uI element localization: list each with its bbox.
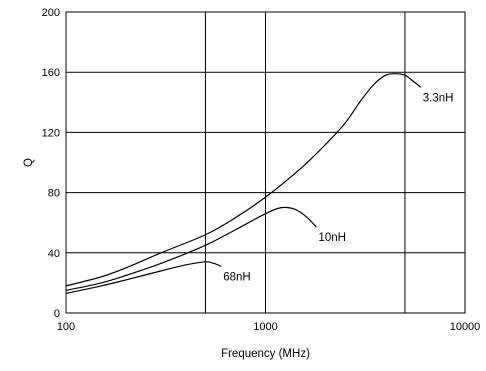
plot-frame — [65, 11, 466, 314]
series-line-3.3nH — [65, 73, 422, 287]
y-tick-label: 200 — [42, 7, 60, 19]
x-tick-label: 1000 — [253, 321, 277, 333]
label-layer: 3.3nH 10nH 68nH — [223, 92, 453, 283]
series-label-68nH: 68nH — [223, 271, 251, 283]
y-tick-label: 160 — [42, 67, 60, 79]
series-label-10nH: 10nH — [318, 232, 346, 244]
x-tick-label: 10000 — [450, 321, 481, 333]
grid-layer — [66, 12, 465, 313]
y-tick-label: 40 — [48, 248, 60, 260]
y-tick-label: 0 — [54, 308, 60, 320]
series-label-3.3nH: 3.3nH — [423, 92, 454, 104]
y-axis-title: Q — [23, 158, 35, 167]
series-line-10nH — [65, 206, 317, 292]
x-tick-label: 100 — [57, 321, 75, 333]
x-axis-title: Frequency (MHz) — [221, 348, 310, 360]
series-layer — [65, 73, 422, 295]
series-line-68nH — [65, 261, 222, 295]
y-tick-label: 120 — [42, 127, 60, 139]
y-tick-label: 80 — [48, 188, 60, 200]
tick-layer: 0 40 80 120 160 200 100 1000 10000 — [42, 7, 481, 333]
